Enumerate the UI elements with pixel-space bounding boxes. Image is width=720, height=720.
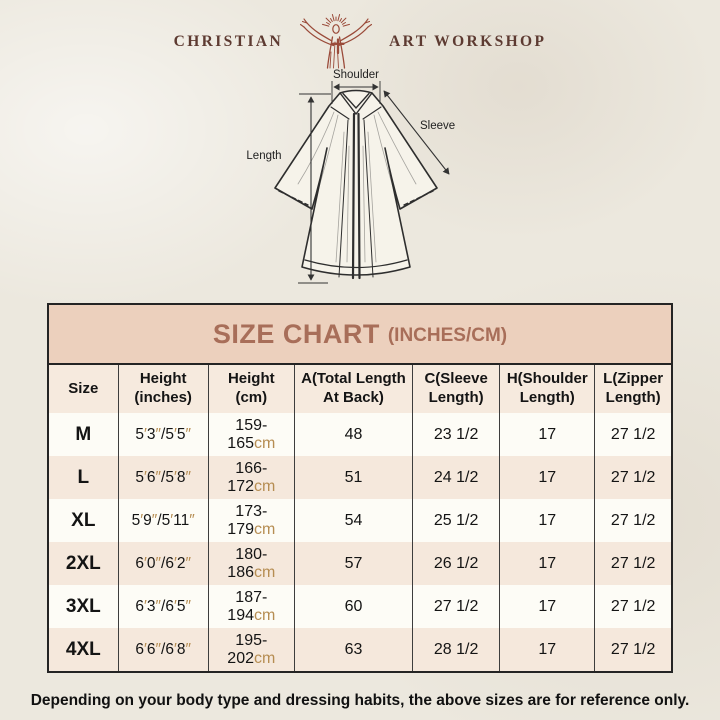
shoulder_length-cell: 17	[499, 542, 595, 585]
height_inches-cell: 5′9″/5′11″	[117, 499, 209, 542]
logo-text-left: CHRISTIAN	[173, 33, 284, 50]
robe-outline	[274, 89, 438, 276]
shoulder_length-cell: 17	[499, 456, 595, 499]
column-header-6: L(Zipper Length)	[594, 365, 671, 413]
size-cell: 3XL	[65, 595, 101, 617]
height_cm-cell: 187-194cm	[207, 585, 295, 628]
zipper_length-cell: 27 1/2	[594, 585, 671, 628]
height_cm-cell: 166-172cm	[207, 456, 295, 499]
zipper_length-cell: 27 1/2	[594, 499, 671, 542]
table-row: 4XL 6′6″/6′8″ 195-202cm 63 28 1/2 17 27 1/2	[49, 628, 671, 671]
size-cell: M	[75, 423, 92, 445]
table-row: L 5′6″/5′8″ 166-172cm 51 24 1/2 17 27 1/2	[49, 456, 671, 499]
size-cell: L	[77, 466, 90, 488]
zipper_length-cell: 27 1/2	[594, 628, 671, 671]
height_cm-cell: 180-186cm	[207, 542, 295, 585]
height_inches-cell: 6′3″/6′5″	[117, 585, 209, 628]
table-header-row: Size Height (inches) Height (cm) A(Total Le…	[49, 365, 671, 413]
zipper_length-cell: 27 1/2	[594, 413, 671, 456]
size-table: Size Height (inches) Height (cm) A(Total Le…	[49, 365, 671, 671]
column-header-5: H(Shoulder Length)	[499, 365, 595, 413]
height_inches-cell: 6′0″/6′2″	[117, 542, 209, 585]
shoulder-label: Shoulder	[333, 69, 379, 81]
total_length_back-cell: 48	[293, 413, 413, 456]
robe-details	[278, 92, 434, 280]
sleeve_length-cell: 23 1/2	[412, 413, 500, 456]
column-header-1: Height (inches)	[117, 365, 209, 413]
column-header-3: A(Total Length At Back)	[293, 365, 413, 413]
logo-header: CHRISTIAN ART WORKSHOP	[0, 14, 720, 70]
size-chart-title: SIZE CHART	[212, 318, 380, 349]
total_length_back-cell: 54	[293, 499, 413, 542]
size-chart: SIZE CHART (INCHES/CM) Size Height (inche…	[47, 303, 673, 673]
height_cm-cell: 159-165cm	[207, 413, 295, 456]
zipper_length-cell: 27 1/2	[594, 456, 671, 499]
length-label: Length	[246, 150, 281, 162]
table-row: XL 5′9″/5′11″ 173-179cm 54 25 1/2 17 27 1/2	[49, 499, 671, 542]
height_inches-cell: 5′3″/5′5″	[117, 413, 209, 456]
table-row: 3XL 6′3″/6′5″ 187-194cm 60 27 1/2 17 27 1/2	[49, 585, 671, 628]
size-table-body: M 5′3″/5′5″ 159-165cm 48 23 1/2 17 27 1/2 L 5′6″…	[49, 413, 671, 671]
robe-measurement-diagram: Shoulder Length Sleeve	[246, 69, 455, 284]
total_length_back-cell: 51	[293, 456, 413, 499]
size-cell: 2XL	[65, 552, 101, 574]
table-row: M 5′3″/5′5″ 159-165cm 48 23 1/2 17 27 1/2	[49, 413, 671, 456]
height_inches-cell: 6′6″/6′8″	[117, 628, 209, 671]
total_length_back-cell: 57	[293, 542, 413, 585]
sleeve_length-cell: 24 1/2	[412, 456, 500, 499]
shoulder_length-cell: 17	[499, 585, 595, 628]
sleeve_length-cell: 27 1/2	[412, 585, 500, 628]
logo-text-right: ART WORKSHOP	[389, 33, 547, 50]
shoulder_length-cell: 17	[499, 413, 595, 456]
column-header-2: Height (cm)	[207, 365, 295, 413]
logo-jesus-icon	[300, 14, 373, 69]
column-header-4: C(Sleeve Length)	[412, 365, 500, 413]
zipper_length-cell: 27 1/2	[594, 542, 671, 585]
total_length_back-cell: 63	[293, 628, 413, 671]
sleeve-label: Sleeve	[420, 120, 455, 132]
shoulder_length-cell: 17	[499, 499, 595, 542]
size-cell: 4XL	[65, 638, 101, 660]
reference-note: Depending on your body type and dressing…	[30, 692, 690, 709]
total_length_back-cell: 60	[293, 585, 413, 628]
sleeve_length-cell: 26 1/2	[412, 542, 500, 585]
size-chart-title-units: (INCHES/CM)	[387, 324, 508, 346]
sleeve_length-cell: 25 1/2	[412, 499, 500, 542]
height_cm-cell: 195-202cm	[207, 628, 295, 671]
table-row: 2XL 6′0″/6′2″ 180-186cm 57 26 1/2 17 27 1/2	[49, 542, 671, 585]
size-cell: XL	[71, 509, 96, 531]
height_cm-cell: 173-179cm	[207, 499, 295, 542]
size-chart-title-bar: SIZE CHART (INCHES/CM)	[49, 305, 671, 365]
sleeve_length-cell: 28 1/2	[412, 628, 500, 671]
shoulder_length-cell: 17	[499, 628, 595, 671]
measurement-arrows	[298, 81, 450, 284]
column-header-0: Size	[49, 365, 119, 413]
height_inches-cell: 5′6″/5′8″	[117, 456, 209, 499]
